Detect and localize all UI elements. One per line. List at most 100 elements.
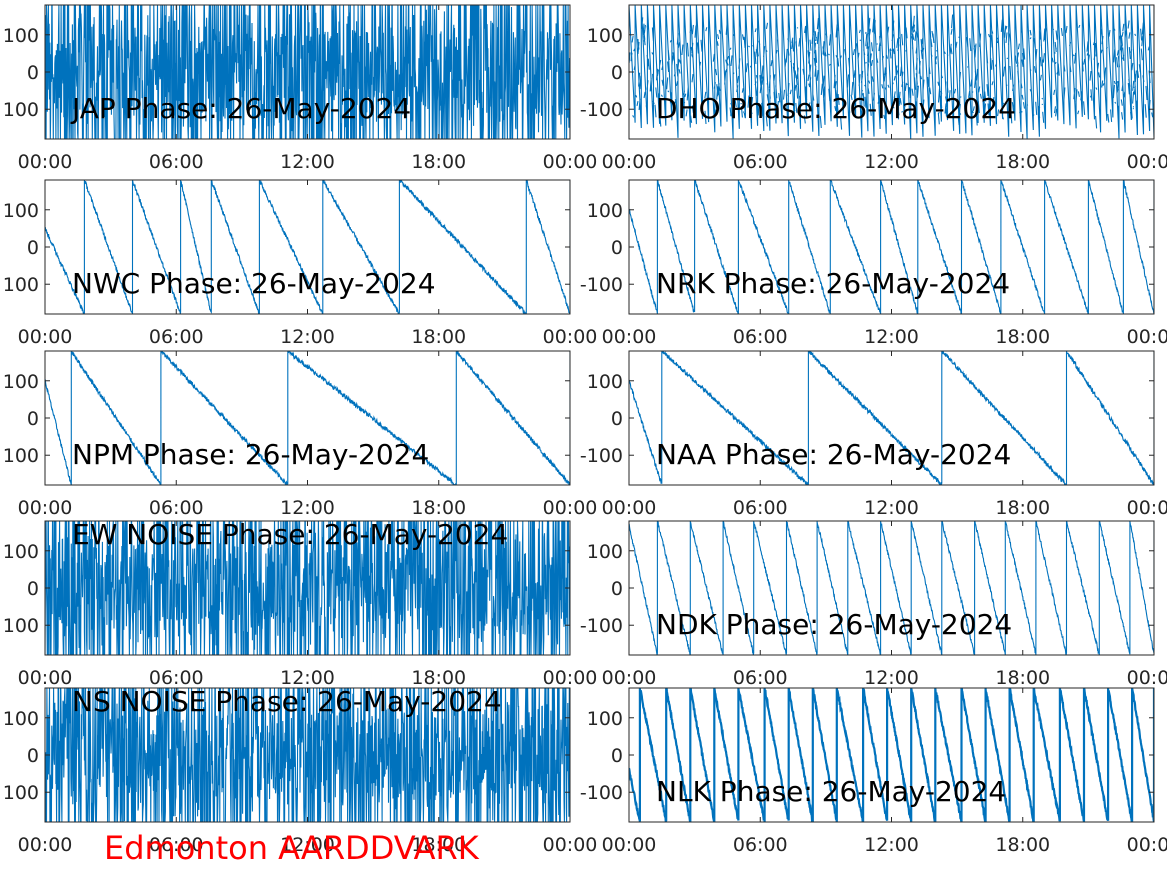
x-tick-label: 18:00 xyxy=(995,326,1050,348)
phase-panel-6: 100 0 -100 00:00 06:00 12:00 18:00 00:00 NAA Pha… xyxy=(580,350,1167,519)
phase-panel-4: 100 0 -100 00:00 06:00 12:00 18:00 00:00 NRK Pha… xyxy=(580,179,1167,348)
y-tick-label: -100 xyxy=(580,782,623,804)
x-tick-label: 00:00 xyxy=(602,497,657,519)
y-tick-label: -100 xyxy=(580,615,623,637)
x-tick-label: 18:00 xyxy=(411,497,466,519)
y-tick-label: 100 xyxy=(3,445,39,467)
x-tick-label: 00:00 xyxy=(18,667,73,689)
x-tick-label: 12:00 xyxy=(280,326,335,348)
x-tick-label: 00:00 xyxy=(543,151,598,173)
phase-series-10 xyxy=(629,688,1154,822)
x-tick-label: 00:00 xyxy=(18,151,73,173)
phase-series-7 xyxy=(45,521,570,655)
x-tick-label: 18:00 xyxy=(995,497,1050,519)
x-tick-label: 00:00 xyxy=(1127,834,1167,856)
x-tick-label: 06:00 xyxy=(149,834,204,856)
panel-title: NPM Phase: 26-May-2024 xyxy=(72,438,429,471)
panel-title: JAP Phase: 26-May-2024 xyxy=(70,92,411,125)
x-tick-label: 06:00 xyxy=(149,497,204,519)
x-tick-label: 00:00 xyxy=(602,151,657,173)
y-tick-label: 100 xyxy=(587,371,623,393)
x-tick-label: 00:00 xyxy=(1127,326,1167,348)
x-tick-label: 12:00 xyxy=(864,326,919,348)
x-tick-label: 00:00 xyxy=(543,834,598,856)
x-tick-label: 18:00 xyxy=(995,667,1050,689)
y-tick-label: 0 xyxy=(27,578,39,600)
y-tick-label: 100 xyxy=(587,541,623,563)
x-tick-label: 12:00 xyxy=(280,497,335,519)
phase-panel-8: 100 0 -100 00:00 06:00 12:00 18:00 00:00 NDK Pha… xyxy=(580,520,1167,689)
y-tick-label: 100 xyxy=(3,200,39,222)
phase-series-5 xyxy=(45,351,570,485)
panel-title: EW NOISE Phase: 26-May-2024 xyxy=(72,518,508,551)
panel-title: NLK Phase: 26-May-2024 xyxy=(656,775,1006,808)
x-tick-label: 00:00 xyxy=(18,834,73,856)
y-tick-label: -100 xyxy=(580,99,623,121)
panel-title: DHO Phase: 26-May-2024 xyxy=(656,92,1016,125)
x-tick-label: 00:00 xyxy=(18,326,73,348)
y-tick-label: 100 xyxy=(3,25,39,47)
y-tick-label: 0 xyxy=(27,237,39,259)
x-tick-label: 12:00 xyxy=(864,151,919,173)
y-tick-label: 100 xyxy=(587,708,623,730)
panel-title: NWC Phase: 26-May-2024 xyxy=(72,267,436,300)
phase-panel-9: 100 0 100 00:00 06:00 12:00 18:00 00:00 NS NOISE… xyxy=(3,685,598,856)
phase-series-4 xyxy=(629,180,1154,314)
y-tick-label: -100 xyxy=(580,274,623,296)
station-label: Edmonton AARDDVARK xyxy=(104,829,479,867)
phase-panel-1: 100 0 100 00:00 06:00 12:00 18:00 00:00 JAP Phas… xyxy=(3,4,598,173)
x-tick-label: 06:00 xyxy=(149,151,204,173)
x-tick-label: 12:00 xyxy=(280,667,335,689)
x-tick-label: 00:00 xyxy=(602,326,657,348)
panel-title: NS NOISE Phase: 26-May-2024 xyxy=(72,685,502,718)
y-tick-label: 0 xyxy=(611,578,623,600)
x-tick-label: 00:00 xyxy=(602,834,657,856)
phase-series-9 xyxy=(45,688,570,822)
phase-series-2 xyxy=(629,5,1154,139)
x-tick-label: 06:00 xyxy=(733,497,788,519)
x-tick-label: 12:00 xyxy=(864,667,919,689)
y-tick-label: 100 xyxy=(3,708,39,730)
y-tick-label: 0 xyxy=(27,745,39,767)
phase-panel-10: 100 0 -100 00:00 06:00 12:00 18:00 00:00 NLK Pha… xyxy=(580,687,1167,856)
y-tick-label: 100 xyxy=(587,200,623,222)
x-tick-label: 00:00 xyxy=(1127,151,1167,173)
panel-title: NRK Phase: 26-May-2024 xyxy=(656,267,1010,300)
x-tick-label: 00:00 xyxy=(543,497,598,519)
y-tick-label: 100 xyxy=(587,25,623,47)
x-tick-label: 00:00 xyxy=(18,497,73,519)
x-tick-label: 06:00 xyxy=(149,667,204,689)
y-tick-label: 100 xyxy=(3,615,39,637)
y-tick-label: 100 xyxy=(3,274,39,296)
y-tick-label: 100 xyxy=(3,541,39,563)
x-tick-label: 18:00 xyxy=(411,667,466,689)
x-tick-label: 18:00 xyxy=(411,834,466,856)
x-tick-label: 00:00 xyxy=(602,667,657,689)
phase-series-1 xyxy=(45,5,570,139)
y-tick-label: 0 xyxy=(27,62,39,84)
x-tick-label: 18:00 xyxy=(411,151,466,173)
y-tick-label: 100 xyxy=(3,99,39,121)
phase-series-6 xyxy=(629,351,1154,485)
x-tick-label: 06:00 xyxy=(149,326,204,348)
x-tick-label: 18:00 xyxy=(995,151,1050,173)
x-tick-label: 06:00 xyxy=(733,151,788,173)
x-tick-label: 00:00 xyxy=(543,326,598,348)
x-tick-label: 12:00 xyxy=(864,497,919,519)
x-tick-label: 12:00 xyxy=(864,834,919,856)
y-tick-label: 0 xyxy=(611,408,623,430)
phase-series-8 xyxy=(629,521,1154,655)
y-tick-label: 0 xyxy=(611,62,623,84)
x-tick-label: 12:00 xyxy=(280,834,335,856)
panel-title: NDK Phase: 26-May-2024 xyxy=(656,608,1012,641)
y-tick-label: -100 xyxy=(580,445,623,467)
phase-panel-7: 100 0 100 00:00 06:00 12:00 18:00 00:00 EW NOISE… xyxy=(3,518,598,689)
phase-panel-3: 100 0 100 00:00 06:00 12:00 18:00 00:00 NWC Phas… xyxy=(3,179,598,348)
y-tick-label: 0 xyxy=(611,237,623,259)
panel-title: NAA Phase: 26-May-2024 xyxy=(656,438,1011,471)
phase-panel-5: 100 0 100 00:00 06:00 12:00 18:00 00:00 NPM Phas… xyxy=(3,350,598,519)
x-tick-label: 06:00 xyxy=(733,834,788,856)
x-tick-label: 00:00 xyxy=(543,667,598,689)
phase-series-3 xyxy=(45,180,570,314)
